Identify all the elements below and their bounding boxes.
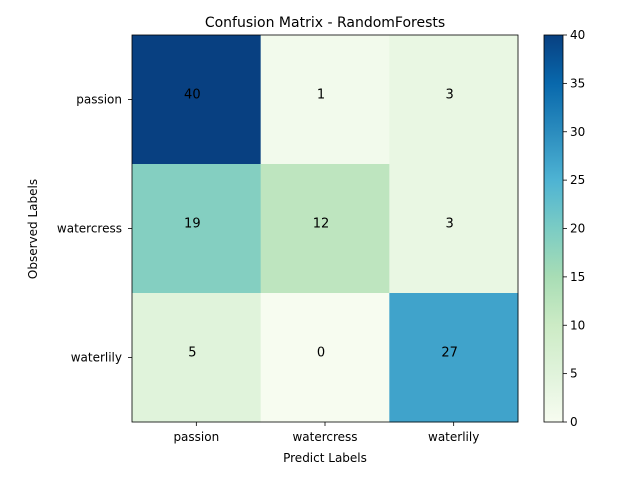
colorbar-tick-label: 40	[570, 28, 585, 42]
colorbar-tick-label: 5	[570, 367, 578, 381]
cell-value-label: 5	[188, 346, 196, 361]
cell-value-label: 0	[317, 346, 325, 361]
cell-value-label: 1	[317, 88, 325, 103]
y-axis-label: Observed Labels	[26, 179, 40, 279]
y-tick-label: watercress	[57, 222, 122, 236]
colorbar-tick-label: 20	[570, 222, 585, 236]
cell-value-label: 3	[446, 88, 454, 103]
heatmap-cell	[260, 35, 390, 165]
colorbar-tick-label: 15	[570, 270, 585, 284]
x-tick-label: watercress	[292, 430, 357, 444]
x-tick-label: waterlily	[428, 430, 479, 444]
chart-title: Confusion Matrix - RandomForests	[205, 15, 445, 31]
colorbar: 0 5 10 15 20 25 30 35 40	[543, 28, 585, 429]
cell-value-label: 40	[184, 88, 201, 103]
y-axis: passion watercress waterlily	[57, 93, 132, 365]
cell-value-label: 3	[446, 217, 454, 232]
heatmap-cell	[132, 35, 262, 165]
heatmap-cells: 40 1 3 19 12 3 5 0 27	[132, 35, 519, 423]
colorbar-tick-label: 35	[570, 76, 585, 90]
heatmap-cell	[260, 164, 390, 294]
heatmap-cell	[132, 164, 262, 294]
colorbar-tick-label: 25	[570, 173, 585, 187]
heatmap-cell	[260, 293, 390, 423]
colorbar-tick-label: 0	[570, 415, 578, 429]
cell-value-label: 27	[441, 346, 458, 361]
x-axis: passion watercress waterlily	[173, 422, 479, 444]
heatmap-cell	[389, 164, 519, 294]
y-tick-label: waterlily	[71, 351, 122, 365]
cell-value-label: 19	[184, 217, 201, 232]
y-tick-label: passion	[76, 93, 122, 107]
colorbar-tick-label: 10	[570, 318, 585, 332]
heatmap-cell	[389, 35, 519, 165]
heatmap-cell	[132, 293, 262, 423]
heatmap-cell	[389, 293, 519, 423]
x-tick-label: passion	[173, 430, 219, 444]
colorbar-tick-label: 30	[570, 125, 585, 139]
x-axis-label: Predict Labels	[283, 451, 367, 465]
cell-value-label: 12	[313, 217, 330, 232]
colorbar-gradient	[543, 34, 564, 423]
